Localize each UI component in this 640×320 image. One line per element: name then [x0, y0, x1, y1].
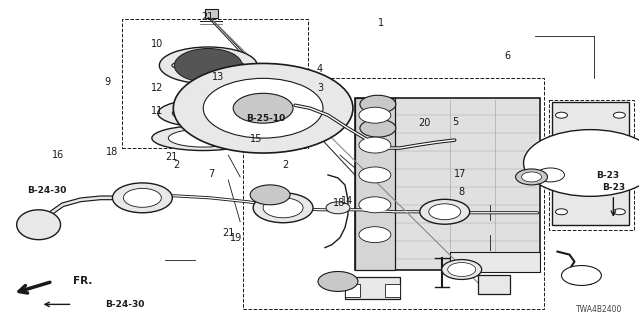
Circle shape	[359, 107, 391, 123]
Circle shape	[250, 185, 290, 205]
Text: 3: 3	[317, 83, 323, 93]
Circle shape	[420, 199, 470, 224]
Circle shape	[448, 262, 476, 276]
Text: 6: 6	[504, 52, 510, 61]
Circle shape	[613, 209, 625, 215]
Text: 9: 9	[104, 77, 111, 87]
Circle shape	[442, 260, 482, 279]
Text: 10: 10	[151, 39, 163, 49]
Bar	[572, 269, 591, 284]
Circle shape	[124, 188, 161, 207]
Circle shape	[360, 95, 396, 113]
Text: 2: 2	[173, 160, 179, 170]
Text: 5: 5	[452, 117, 458, 127]
Text: B-23: B-23	[602, 183, 625, 192]
Bar	[243, 78, 543, 309]
Text: 15: 15	[250, 134, 262, 144]
Circle shape	[263, 198, 303, 218]
Bar	[477, 276, 509, 294]
Text: 21: 21	[165, 152, 177, 162]
Bar	[205, 9, 218, 18]
Text: B-23: B-23	[596, 172, 619, 180]
Text: 1: 1	[378, 18, 384, 28]
Circle shape	[561, 266, 602, 285]
Ellipse shape	[172, 105, 238, 122]
Bar	[450, 252, 540, 271]
Ellipse shape	[159, 47, 257, 84]
Circle shape	[522, 172, 541, 182]
Bar	[385, 284, 400, 297]
Text: 16: 16	[52, 150, 64, 160]
Text: 14: 14	[340, 196, 353, 206]
Circle shape	[613, 112, 625, 118]
Ellipse shape	[158, 99, 253, 127]
Circle shape	[359, 197, 391, 213]
Text: 21: 21	[222, 228, 234, 238]
Ellipse shape	[17, 210, 61, 240]
Circle shape	[359, 137, 391, 153]
Ellipse shape	[172, 60, 244, 71]
Bar	[345, 284, 360, 297]
Circle shape	[204, 78, 323, 138]
Bar	[355, 98, 395, 269]
Circle shape	[429, 204, 461, 220]
Circle shape	[233, 93, 293, 123]
Bar	[545, 168, 557, 183]
Circle shape	[556, 112, 568, 118]
Text: 18: 18	[106, 147, 118, 157]
Bar	[122, 19, 308, 148]
Text: B-25-10: B-25-10	[246, 114, 285, 123]
Text: B-24-30: B-24-30	[27, 186, 67, 195]
Circle shape	[174, 49, 242, 82]
Circle shape	[359, 227, 391, 243]
Bar	[552, 102, 629, 225]
Text: 7: 7	[208, 169, 214, 179]
Text: 21: 21	[201, 12, 213, 22]
Text: FR.: FR.	[72, 276, 92, 286]
Bar	[345, 277, 400, 300]
Bar	[298, 82, 327, 95]
Circle shape	[326, 202, 350, 214]
Circle shape	[536, 168, 564, 182]
Bar	[548, 100, 634, 230]
Circle shape	[524, 130, 640, 196]
Text: 20: 20	[418, 118, 430, 128]
Bar	[355, 98, 540, 269]
Text: 12: 12	[151, 83, 163, 93]
Circle shape	[173, 63, 353, 153]
Text: 19: 19	[230, 233, 242, 243]
Text: 11: 11	[151, 106, 163, 116]
Text: 2: 2	[282, 160, 288, 170]
Text: 17: 17	[454, 169, 467, 179]
Circle shape	[360, 119, 396, 137]
Text: 18: 18	[333, 198, 346, 208]
Circle shape	[516, 169, 547, 185]
Text: 13: 13	[212, 72, 224, 82]
Ellipse shape	[168, 129, 238, 147]
Ellipse shape	[152, 126, 255, 150]
Circle shape	[113, 183, 172, 213]
Circle shape	[556, 209, 568, 215]
Text: B-24-30: B-24-30	[106, 300, 145, 309]
Circle shape	[253, 193, 313, 223]
Circle shape	[318, 271, 358, 292]
Text: TWA4B2400: TWA4B2400	[576, 305, 623, 314]
Text: 8: 8	[459, 187, 465, 197]
Text: 4: 4	[317, 64, 323, 74]
Circle shape	[359, 167, 391, 183]
